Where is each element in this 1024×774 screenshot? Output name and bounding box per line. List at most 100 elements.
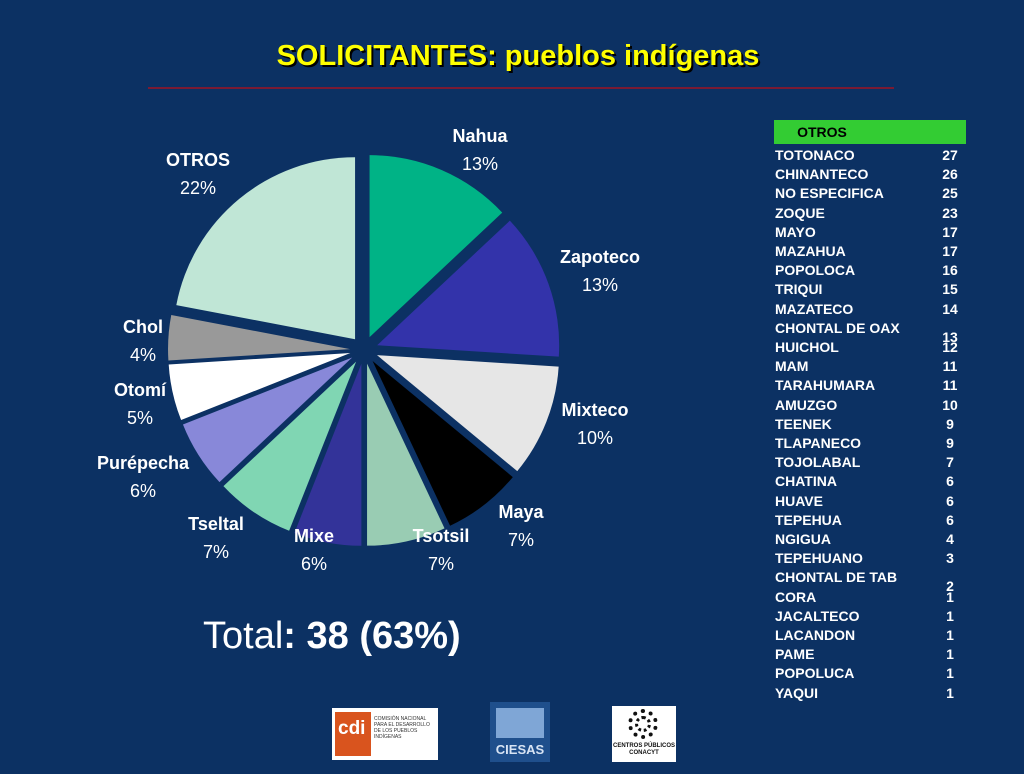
otros-table-row: TARAHUMARA 11: [775, 376, 965, 395]
conacyt-logo-ring: [628, 709, 658, 739]
otros-row-name: POPOLUCA: [775, 665, 855, 682]
otros-row-name: PAME: [775, 646, 815, 663]
otros-table-row: HUAVE 6: [775, 492, 965, 511]
pie-slice-name: Tsotsil: [412, 526, 470, 546]
otros-row-count: 10: [942, 396, 958, 413]
otros-table-row: CHATINA 6: [775, 472, 965, 491]
pie-slice-label: Zapoteco 13%: [560, 243, 640, 299]
otros-row-name: HUICHOL: [775, 339, 839, 356]
otros-row-count: 1: [946, 646, 954, 663]
pie-slice: [176, 157, 356, 340]
pie-slice-name: Maya: [498, 502, 544, 522]
otros-table-row: POPOLOCA 16: [775, 261, 965, 280]
otros-row-name: LACANDON: [775, 627, 856, 644]
otros-row-name: ZOQUE: [775, 204, 825, 221]
pie-slice: [168, 315, 351, 361]
otros-table-row: TRIQUI 15: [775, 280, 965, 299]
otros-row-name: TOTONACO: [775, 147, 855, 163]
otros-row-count: 25: [942, 185, 958, 202]
otros-row-count: 17: [942, 243, 958, 260]
otros-row-count: 17: [942, 223, 958, 240]
pie-slice-label: Maya 7%: [498, 498, 543, 554]
otros-row-count: 1: [946, 588, 954, 605]
pie-slice-percent: 7%: [427, 554, 455, 574]
otros-table-row: YAQUI 1: [775, 684, 965, 703]
pie-slice-label: Tsotsil 7%: [413, 522, 470, 578]
pie-slice-label: Otomí 5%: [114, 376, 166, 432]
cdi-logo-text: COMISIÓN NACIONAL PARA EL DESARROLLO DE …: [374, 716, 430, 740]
conacyt-logo: CENTROS PÚBLICOS CONACYT: [612, 706, 676, 762]
otros-row-count: 4: [946, 531, 954, 548]
pie-slice: [168, 353, 351, 421]
otros-table-row: TOJOLABAL 7: [775, 453, 965, 472]
otros-table-row: MAYO 17: [775, 223, 965, 242]
otros-row-count: 11: [942, 377, 958, 394]
otros-row-name: CHONTAL DE TAB: [775, 569, 898, 586]
otros-row-name: JACALTECO: [775, 607, 860, 624]
pie-slice: [369, 155, 503, 338]
pie-slice: [377, 355, 559, 472]
pie-slice-label: Mixteco 10%: [561, 396, 628, 452]
otros-table-row: CHONTAL DE TAB 2: [775, 568, 965, 594]
otros-row-count: 6: [946, 473, 954, 490]
otros-row-count: 1: [946, 627, 954, 644]
otros-row-count: 26: [942, 166, 958, 183]
total-label: Total: [203, 615, 284, 657]
otros-row-name: AMUZGO: [775, 396, 838, 413]
otros-row-count: 9: [946, 415, 954, 432]
otros-table-row: ZOQUE 23: [775, 204, 965, 223]
otros-table-row: TEENEK 9: [775, 415, 965, 434]
ciesas-logo-mark: [496, 708, 544, 738]
pie-slice-label: Mixe 6%: [294, 522, 334, 578]
cdi-logo-letters: cdi: [338, 718, 366, 739]
otros-table-row: TLAPANECO 9: [775, 434, 965, 453]
otros-row-name: TRIQUI: [775, 281, 823, 298]
otros-row-count: 6: [946, 511, 954, 528]
otros-row-name: MAZATECO: [775, 300, 854, 317]
otros-table-row: TOTONACO 27: [775, 146, 965, 165]
otros-row-name: CHATINA: [775, 473, 837, 490]
otros-row-name: MAM: [775, 358, 809, 375]
otros-table: TOTONACO 27 CHINANTECO 26 NO ESPECIFICA 25 ZOQ…: [775, 146, 965, 703]
pie-slice-percent: 7%: [507, 530, 534, 550]
otros-row-name: TARAHUMARA: [775, 377, 876, 394]
pie-slice-percent: 6%: [300, 554, 327, 574]
otros-row-count: 14: [942, 300, 958, 317]
otros-row-count: 3: [946, 550, 954, 567]
pie-slice-name: Mixe: [293, 526, 335, 546]
otros-table-row: TEPEHUANO 3: [775, 549, 965, 568]
otros-table-row: NO ESPECIFICA 25: [775, 184, 965, 203]
otros-row-name: NO ESPECIFICA: [775, 185, 884, 202]
otros-row-name: MAYO: [775, 223, 816, 240]
otros-row-name: TLAPANECO: [775, 435, 862, 452]
otros-row-count: 16: [942, 262, 958, 279]
total-value: : 38 (63%): [283, 615, 461, 657]
otros-row-count: 23: [942, 204, 958, 221]
otros-row-name: CORA: [775, 588, 817, 605]
otros-row-name: MAZAHUA: [775, 243, 846, 260]
otros-table-header: OTROS: [774, 120, 966, 144]
ciesas-logo-text: CIESAS: [495, 742, 545, 757]
otros-table-row: MAZAHUA 17: [775, 242, 965, 261]
otros-row-name: POPOLOCA: [775, 262, 856, 279]
otros-table-row: NGIGUA 4: [775, 530, 965, 549]
pie-slice-percent: 10%: [576, 428, 614, 448]
otros-row-name: TOJOLABAL: [775, 454, 861, 471]
otros-row-count: 12: [942, 339, 958, 356]
otros-row-count: 6: [946, 492, 954, 509]
cdi-logo: cdi COMISIÓN NACIONAL PARA EL DESARROLLO…: [332, 708, 438, 760]
pie-slice-percent: 6%: [129, 481, 157, 501]
pie-slice: [367, 363, 445, 546]
otros-row-count: 1: [946, 684, 954, 701]
pie-slice-name: OTROS: [165, 150, 231, 170]
cdi-logo-mark: [335, 712, 371, 756]
otros-row-count: 1: [946, 607, 954, 624]
pie-slice-name: Purépecha: [96, 453, 190, 473]
otros-table-row: POPOLUCA 1: [775, 664, 965, 683]
conacyt-logo-text: CENTROS PÚBLICOS CONACYT: [612, 743, 675, 756]
otros-table-row: JACALTECO 1: [775, 607, 965, 626]
otros-row-count: 2: [946, 578, 954, 595]
total-summary: Total: 38 (63%): [203, 615, 461, 658]
otros-row-name: NGIGUA: [775, 531, 831, 548]
